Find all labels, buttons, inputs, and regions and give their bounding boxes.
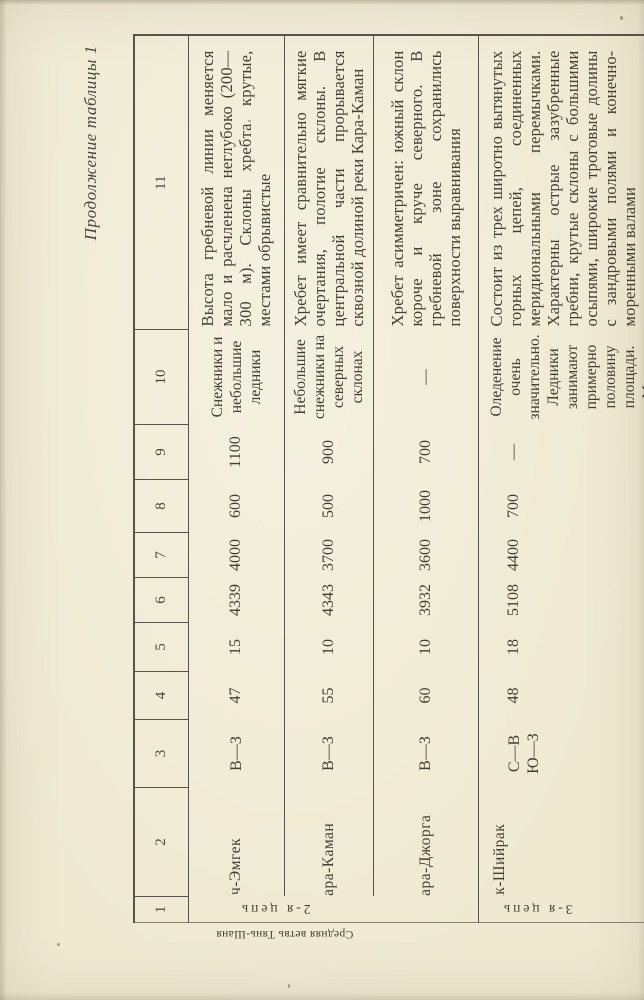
cell-col6: 5108 — [478, 577, 644, 623]
cell-name: Уч-Эмгек — [227, 837, 244, 897]
cell-col8: 1000 — [373, 479, 478, 533]
cell-col7: 3700 — [284, 532, 373, 578]
table-continuation-caption: Продолжение таблицы 1 — [81, 45, 100, 241]
cell-col7: 4400 — [478, 532, 644, 578]
group-label-chain3: 3-я цепь — [500, 902, 572, 918]
cell-col4: 48 — [478, 671, 644, 720]
cell-col9: — — [478, 424, 644, 480]
cell-col6: 4339 — [227, 584, 244, 616]
table-row: 2-я цепь Уч-Эмгек В—З 47 15 4339 4000 60… — [188, 36, 310, 923]
cell-col6: 3932 — [373, 577, 478, 623]
col-header-10: 10 — [134, 329, 188, 425]
table-header-row: 1 2 3 4 5 6 7 8 9 10 11 — [134, 35, 188, 923]
cell-col8: 500 — [284, 479, 373, 533]
table-row: Кара-Джорга В—З 60 10 3932 3600 1000 700… — [373, 35, 478, 923]
cell-col9: 900 — [284, 424, 373, 480]
cell-col9: 1100 — [227, 436, 244, 468]
col-header-4: 4 — [134, 671, 188, 720]
cell-glaciation: Снежники и небольшие ледники — [208, 336, 264, 418]
col-header-6: 6 — [134, 577, 188, 623]
cell-glaciation: — — [373, 329, 478, 425]
cell-col4: 47 — [227, 687, 244, 704]
cell-direction: В—З — [284, 719, 373, 788]
group-label-chain2: 2-я цепь — [238, 902, 310, 918]
table-row: Кара-Каман В—З 55 10 4343 3700 500 900 Н… — [284, 35, 373, 923]
cell-col5: 15 — [227, 639, 244, 655]
cell-name: Кара-Джорга — [373, 787, 478, 897]
col-header-5: 5 — [134, 622, 188, 672]
cell-col8: 700 — [478, 479, 644, 533]
cell-description: Хребет асимметричен: южный склон короче … — [373, 35, 478, 330]
col-header-11: 11 — [134, 35, 188, 330]
cell-direction: В—З — [373, 719, 478, 788]
cell-name: Ак-Шийрак — [478, 787, 644, 897]
branch-label-text: Средняя ветвь Тянь-Шаня — [216, 928, 354, 941]
scan-speck — [248, 120, 251, 122]
col-header-2: 2 — [134, 787, 188, 897]
scan-speck — [620, 16, 623, 20]
cell-col4: 55 — [284, 671, 373, 720]
group-cell-chain3: 3-я цепь — [478, 896, 644, 923]
cell-col4: 60 — [373, 671, 478, 720]
table-row: 3-я цепь Ак-Шийрак С—В Ю—З 48 18 5108 44… — [478, 35, 644, 923]
cell-description: Состоит из трех широтно вытянутых горных… — [478, 35, 644, 330]
cell-description: Высота гребневой линии меняется мало и р… — [198, 50, 274, 327]
col-header-1: 1 — [134, 896, 188, 923]
cell-col5: 10 — [373, 622, 478, 672]
col-header-3: 3 — [134, 719, 188, 788]
cell-col9: 700 — [373, 424, 478, 480]
cell-col5: 18 — [478, 622, 644, 672]
cell-direction: С—В Ю—З — [478, 719, 644, 788]
cell-col6: 4343 — [284, 577, 373, 623]
cell-col5: 10 — [284, 622, 373, 672]
cell-description: Хребет имеет сравнительно мягкие очертан… — [284, 35, 373, 330]
col-header-7: 7 — [134, 532, 188, 578]
scan-speck — [57, 943, 60, 946]
cell-col7: 4000 — [227, 539, 244, 571]
cell-glaciation: Оледенение очень значительно. Ледники за… — [478, 329, 644, 425]
mountain-ridges-table: 1 2 3 4 5 6 7 8 9 10 11 2-я цепь Уч-Эмге… — [133, 34, 644, 923]
cell-direction: В—З — [227, 736, 245, 771]
col-header-9: 9 — [134, 424, 188, 480]
cell-glaciation: Небольшие снежники на северных склонах — [284, 329, 373, 425]
cell-col8: 600 — [227, 494, 244, 518]
scan-speck — [288, 984, 290, 988]
cell-name: Кара-Каман — [284, 787, 373, 897]
group-cell-chain2: 2-я цепь — [188, 897, 478, 923]
col-header-8: 8 — [134, 479, 188, 533]
cell-col7: 3600 — [373, 532, 478, 578]
rotated-table-area: Продолжение таблицы 1 Средняя ветвь Тянь… — [75, 15, 644, 945]
branch-label: Средняя ветвь Тянь-Шаня — [216, 927, 353, 942]
